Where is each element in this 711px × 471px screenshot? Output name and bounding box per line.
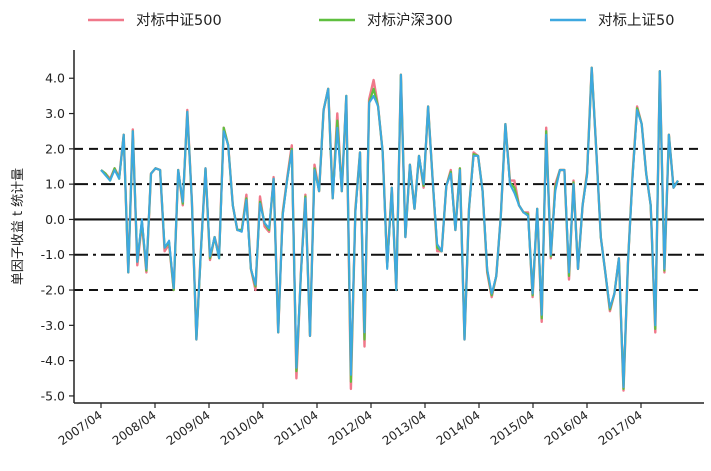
y-axis-label: 单因子收益 t 统计量 <box>11 168 26 285</box>
y-tick-label: 4.0 <box>45 71 65 86</box>
series-group <box>100 66 680 392</box>
y-tick-label: 3.0 <box>45 106 65 121</box>
x-tick-label: 2016/04 <box>542 408 591 448</box>
y-axis-label-group: 单因子收益 t 统计量 <box>11 168 26 285</box>
legend-label: 对标沪深300 <box>367 12 453 29</box>
y-tick-label: 2.0 <box>45 141 65 156</box>
y-tick-label: -2.0 <box>41 283 65 298</box>
x-tick-label: 2010/04 <box>218 408 267 448</box>
y-tick-label: 0.0 <box>45 212 65 227</box>
legend: 对标中证500 对标沪深300 对标上证50 <box>88 12 674 29</box>
x-tick-label: 2011/04 <box>272 408 321 448</box>
series-line <box>100 66 679 389</box>
x-tick-label: 2012/04 <box>326 408 375 448</box>
x-tick-label: 2014/04 <box>434 408 483 448</box>
x-tick-label: 2015/04 <box>488 408 537 448</box>
x-tick-label: 2009/04 <box>164 408 213 448</box>
legend-label: 对标中证500 <box>136 12 222 29</box>
legend-label: 对标上证50 <box>598 12 674 29</box>
x-tick-label: 2007/04 <box>56 408 105 448</box>
y-tick-label: -1.0 <box>41 247 65 262</box>
x-tick-label: 2017/04 <box>596 408 645 448</box>
y-tick-label: -3.0 <box>41 318 65 333</box>
y-tick-label: -5.0 <box>41 388 65 403</box>
x-tick-label: 2013/04 <box>380 408 429 448</box>
y-tick-label: 1.0 <box>45 177 65 192</box>
x-tick-label: 2008/04 <box>110 408 159 448</box>
y-tick-label: -4.0 <box>41 353 65 368</box>
